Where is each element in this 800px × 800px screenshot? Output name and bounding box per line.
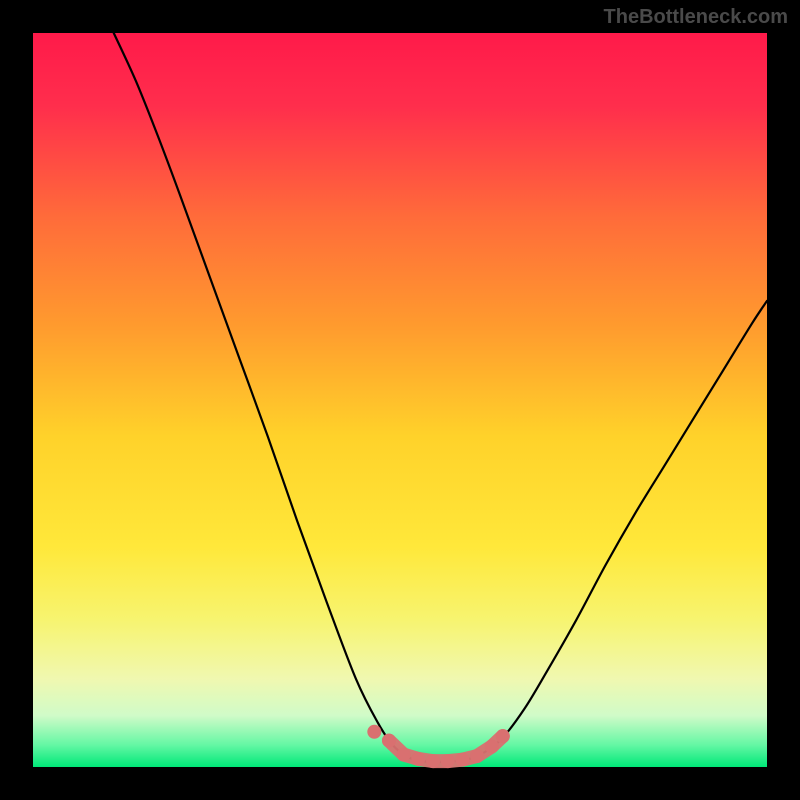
highlight-dot xyxy=(397,748,411,762)
highlight-dot xyxy=(470,749,484,763)
highlight-dot xyxy=(367,725,381,739)
bottleneck-chart xyxy=(0,0,800,800)
highlight-dot xyxy=(382,734,396,748)
highlight-dot xyxy=(426,754,440,768)
highlight-dot xyxy=(455,753,469,767)
highlight-dot xyxy=(496,729,510,743)
watermark-label: TheBottleneck.com xyxy=(604,6,788,29)
chart-container: TheBottleneck.com xyxy=(0,0,800,800)
highlight-dot xyxy=(411,752,425,766)
plot-area xyxy=(33,33,767,767)
highlight-dot xyxy=(441,754,455,768)
highlight-dot xyxy=(485,739,499,753)
